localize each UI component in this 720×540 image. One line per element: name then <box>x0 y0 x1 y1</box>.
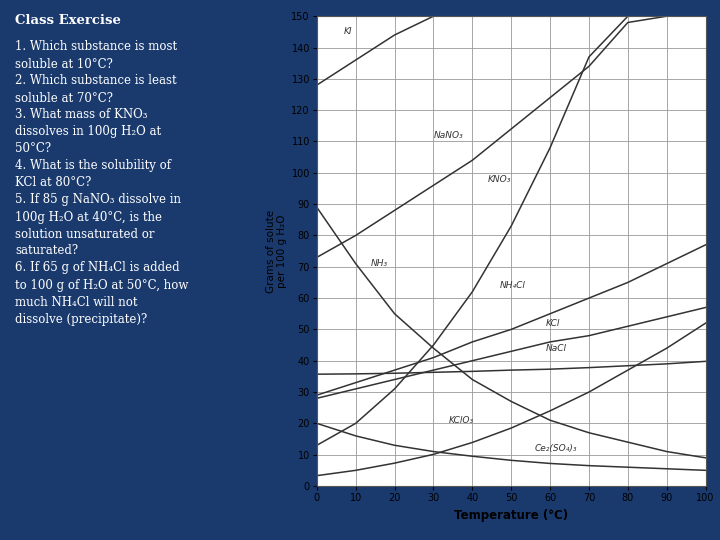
Text: NH₄Cl: NH₄Cl <box>500 281 526 290</box>
Text: KCl: KCl <box>546 319 561 328</box>
Text: Class Exercise: Class Exercise <box>15 14 121 26</box>
Text: NH₃: NH₃ <box>372 259 388 268</box>
Text: NaCl: NaCl <box>546 343 567 353</box>
Text: KNO₃: KNO₃ <box>488 174 511 184</box>
X-axis label: Temperature (°C): Temperature (°C) <box>454 509 568 522</box>
Text: Ce₂(SO₄)₃: Ce₂(SO₄)₃ <box>534 444 577 453</box>
Text: 1. Which substance is most
soluble at 10°C?
2. Which substance is least
soluble : 1. Which substance is most soluble at 10… <box>15 40 189 326</box>
Y-axis label: Grams of solute
per 100 g H₂O: Grams of solute per 100 g H₂O <box>266 210 287 293</box>
Text: NaNO₃: NaNO₃ <box>433 131 463 140</box>
Text: KClO₃: KClO₃ <box>449 416 474 425</box>
Text: KI: KI <box>344 28 353 36</box>
